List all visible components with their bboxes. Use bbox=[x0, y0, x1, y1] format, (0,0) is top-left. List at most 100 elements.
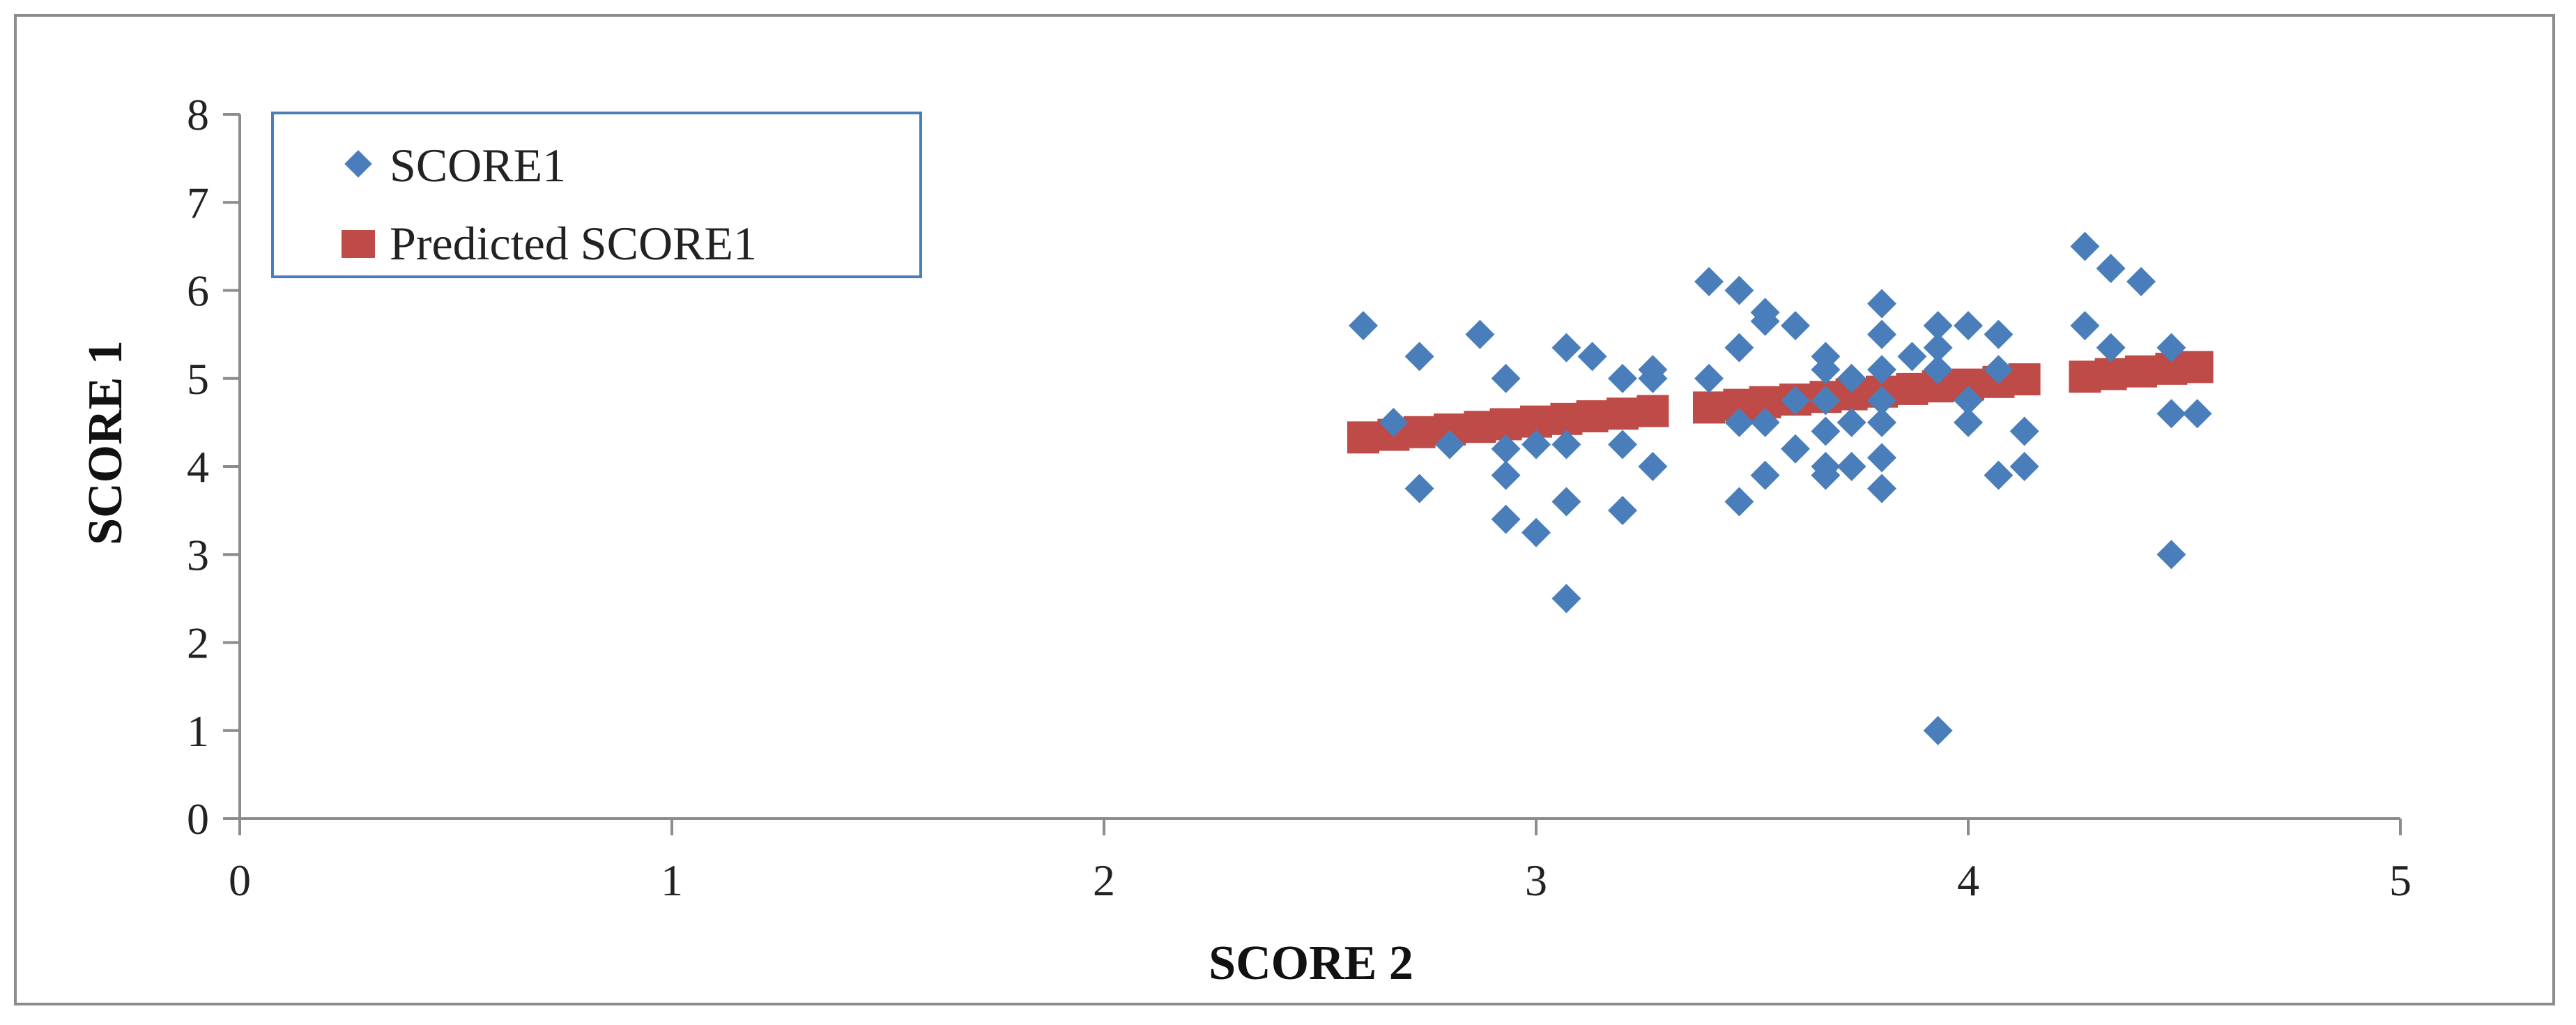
score1-point bbox=[1404, 342, 1434, 372]
predicted-point bbox=[1607, 397, 1639, 430]
score1-point bbox=[1491, 434, 1521, 464]
score1-point bbox=[1867, 386, 1896, 416]
score1-point bbox=[1837, 452, 1866, 481]
x-tick-label: 5 bbox=[2389, 856, 2412, 905]
score1-point bbox=[1724, 407, 1754, 437]
y-tick-label: 0 bbox=[187, 794, 209, 844]
score1-point bbox=[1491, 504, 1521, 534]
score1-point bbox=[2156, 540, 2186, 570]
score1-point bbox=[1551, 584, 1581, 614]
score1-point bbox=[1984, 355, 2014, 385]
score1-point bbox=[1811, 386, 1841, 416]
observed-series bbox=[1349, 231, 2212, 745]
score1-point bbox=[1781, 311, 1810, 340]
predicted-point bbox=[2094, 358, 2127, 390]
score1-point bbox=[2070, 231, 2100, 261]
predicted-point bbox=[2181, 351, 2214, 384]
predicted-point bbox=[1576, 400, 1609, 433]
score1-point bbox=[1923, 333, 1953, 363]
score1-point bbox=[1984, 319, 2014, 349]
score1-point bbox=[1349, 311, 1378, 340]
score1-point bbox=[1781, 386, 1810, 416]
x-tick-label: 0 bbox=[229, 856, 251, 905]
score1-point bbox=[1724, 275, 1754, 305]
score1-point bbox=[1954, 407, 1983, 437]
score1-point bbox=[2126, 266, 2156, 296]
score1-point bbox=[1811, 355, 1841, 385]
score1-point bbox=[1923, 311, 1953, 340]
legend-label-predicted-score1: Predicted SCORE1 bbox=[390, 217, 757, 270]
score1-point bbox=[1923, 715, 1953, 745]
score1-point bbox=[1954, 386, 1983, 416]
score1-point bbox=[1404, 473, 1434, 503]
score1-point bbox=[1608, 496, 1637, 526]
score1-point bbox=[1491, 363, 1521, 393]
score1-point bbox=[1551, 487, 1581, 517]
score1-point bbox=[1638, 363, 1668, 393]
y-tick-label: 5 bbox=[187, 354, 209, 404]
y-tick-label: 2 bbox=[187, 618, 209, 668]
score1-point bbox=[1811, 460, 1841, 490]
score1-point bbox=[1867, 407, 1896, 437]
score1-point bbox=[1551, 333, 1581, 363]
score1-point bbox=[2009, 416, 2039, 446]
score1-point bbox=[1608, 363, 1637, 393]
y-axis-title: SCORE 1 bbox=[79, 340, 132, 545]
score1-point bbox=[2156, 399, 2186, 429]
score1-point bbox=[1897, 342, 1927, 372]
score1-point bbox=[2096, 253, 2126, 283]
score1-point bbox=[1521, 430, 1551, 460]
y-tick-label: 6 bbox=[187, 266, 209, 316]
score1-point bbox=[1954, 311, 1983, 340]
predicted-point bbox=[2125, 355, 2157, 388]
predicted-series bbox=[1347, 351, 2214, 454]
score1-point bbox=[1465, 319, 1495, 349]
score1-point bbox=[1923, 355, 1953, 385]
y-tick-label: 1 bbox=[187, 706, 209, 756]
score1-point bbox=[2009, 452, 2039, 481]
predicted-point bbox=[1636, 395, 1669, 427]
x-tick-label: 1 bbox=[661, 856, 683, 905]
score1-point bbox=[1984, 460, 2014, 490]
score1-point bbox=[1694, 363, 1724, 393]
legend-box bbox=[271, 112, 922, 278]
score1-point bbox=[1608, 430, 1637, 460]
score1-point bbox=[1867, 289, 1896, 319]
predicted-point bbox=[2008, 363, 2041, 396]
score1-point bbox=[1837, 407, 1866, 437]
score1-point bbox=[1750, 306, 1780, 336]
score1-point bbox=[1867, 443, 1896, 473]
scatter-chart: 0 1 2 3 4 5 6 7 8 0 1 2 3 4 5 SCORE 2 SCORE 1 SCORE1 P… bbox=[79, 90, 2412, 990]
score1-point bbox=[2070, 311, 2100, 340]
score1-point bbox=[2156, 333, 2186, 363]
score1-point bbox=[1837, 363, 1866, 393]
score1-point bbox=[2182, 399, 2212, 429]
predicted-point bbox=[1693, 391, 1725, 424]
chart-frame: 0 1 2 3 4 5 6 7 8 0 1 2 3 4 5 SCORE 2 SCORE 1 SCORE1 P… bbox=[14, 14, 2555, 1005]
y-tick-label: 8 bbox=[187, 90, 209, 139]
axes bbox=[223, 113, 2402, 835]
legend-label-score1: SCORE1 bbox=[390, 139, 566, 192]
score1-point bbox=[1638, 452, 1668, 481]
score1-point bbox=[1811, 416, 1841, 446]
score1-point bbox=[1491, 460, 1521, 490]
score1-point bbox=[1379, 407, 1409, 437]
score1-point bbox=[1577, 342, 1607, 372]
x-tick-label: 2 bbox=[1093, 856, 1115, 905]
x-tick-label: 4 bbox=[1957, 856, 1979, 905]
predicted-point bbox=[1347, 421, 1379, 454]
score1-point bbox=[1750, 407, 1780, 437]
score1-point bbox=[1694, 266, 1724, 296]
score1-point bbox=[1750, 460, 1780, 490]
y-tick-label: 7 bbox=[187, 178, 209, 227]
score1-point bbox=[1867, 355, 1896, 385]
x-tick-label: 3 bbox=[1525, 856, 1547, 905]
score1-point bbox=[1781, 434, 1810, 464]
legend: SCORE1 Predicted SCORE1 bbox=[271, 112, 922, 278]
score1-point bbox=[1551, 430, 1581, 460]
score1-point bbox=[1435, 430, 1464, 460]
x-axis-title: SCORE 2 bbox=[1209, 936, 1413, 990]
score1-point bbox=[1724, 487, 1754, 517]
legend-marker-predicted-score1 bbox=[342, 230, 375, 258]
y-tick-label: 3 bbox=[187, 530, 209, 579]
